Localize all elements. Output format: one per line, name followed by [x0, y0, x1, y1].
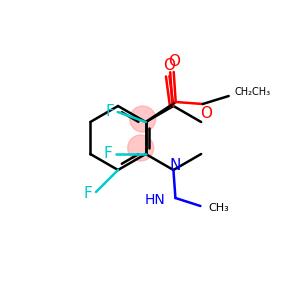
Text: F: F [84, 187, 92, 202]
Text: CH₂CH₃: CH₂CH₃ [235, 87, 271, 97]
Circle shape [128, 135, 154, 161]
Text: HN: HN [145, 193, 165, 207]
Text: F: F [103, 146, 112, 161]
Text: F: F [105, 103, 114, 118]
Text: CH₃: CH₃ [208, 203, 229, 213]
Text: O: O [164, 58, 175, 74]
Text: O: O [168, 55, 180, 70]
Text: O: O [200, 106, 212, 121]
Text: N: N [170, 158, 181, 172]
Circle shape [130, 106, 156, 132]
